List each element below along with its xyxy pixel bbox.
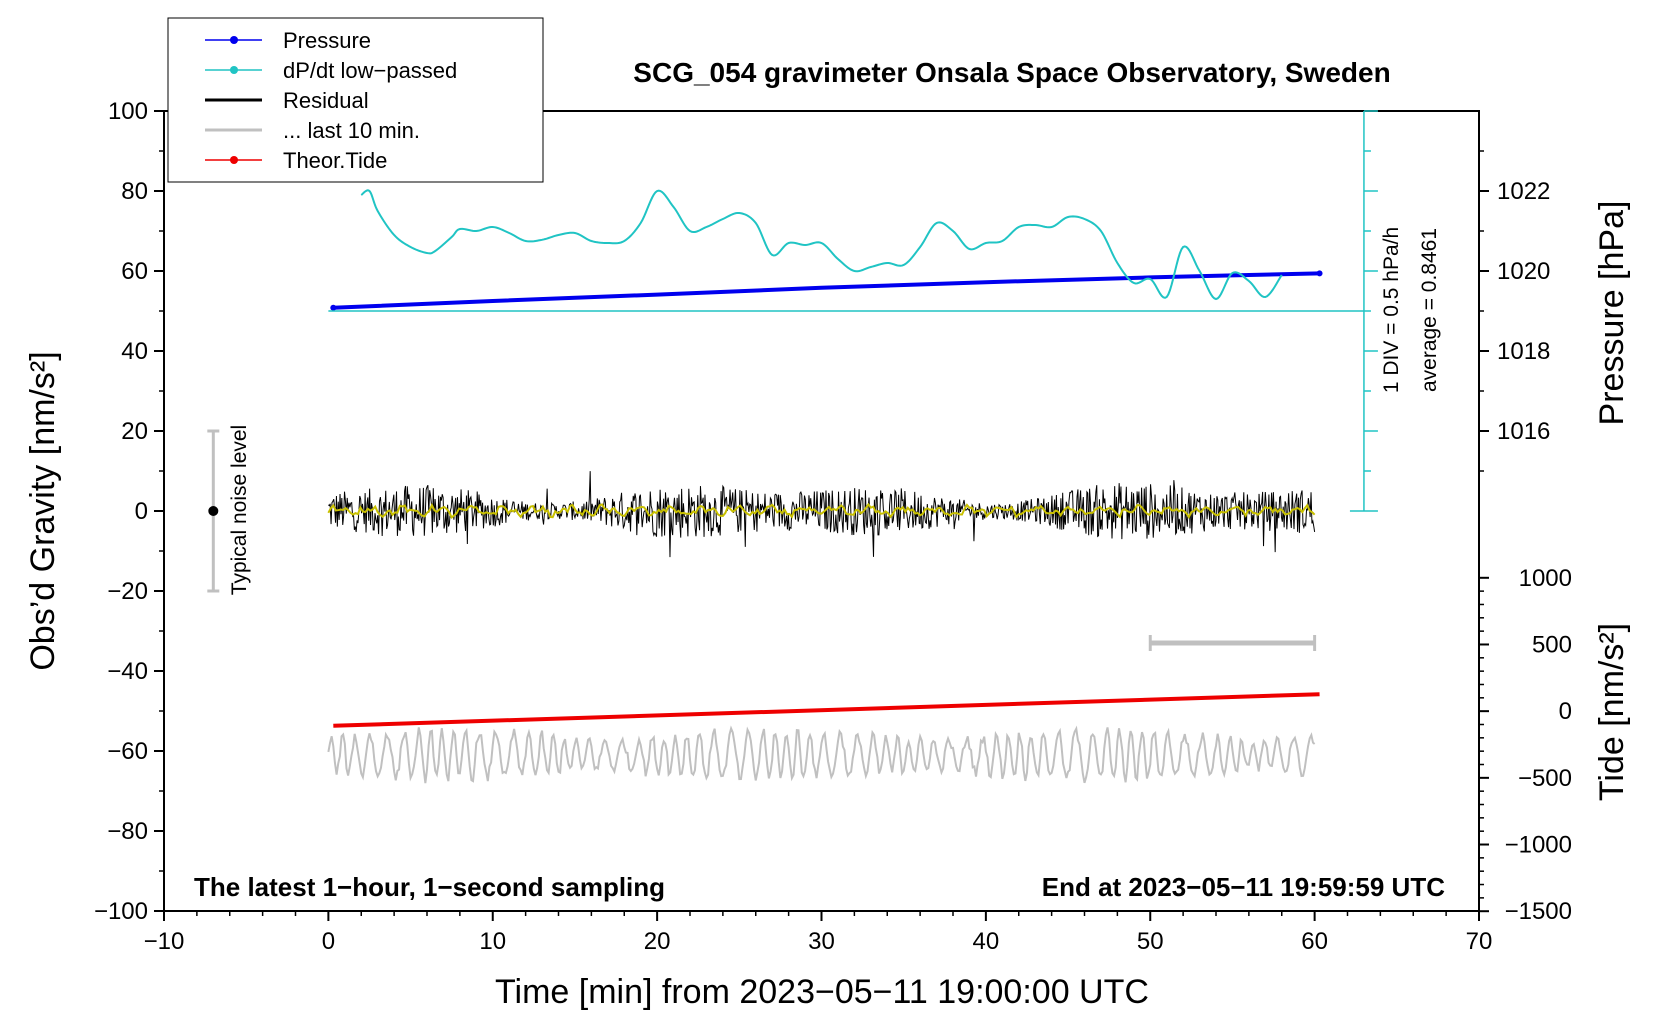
- legend-marker: [230, 36, 238, 44]
- y-tick-label: 60: [121, 258, 148, 285]
- axis-ticks: −10 0 10 20 30 40 50 60 70100806040200−20−40−60−…: [94, 98, 1572, 955]
- x-axis-title: Time [min] from 2023−05−11 19:00:00 UTC: [495, 973, 1149, 1011]
- y-axis-title-tide: Tide [nm/s²]: [1593, 623, 1631, 801]
- y-tick-label: −20: [107, 578, 148, 605]
- tide-tick-label: −500: [1518, 765, 1572, 792]
- series-pressure-line: [333, 271, 1320, 310]
- x-tick-label: 30: [808, 928, 835, 955]
- series-last10-line: [327, 725, 1316, 784]
- y-tick-label: 40: [121, 338, 148, 365]
- extras-layer: [207, 110, 1378, 651]
- tide-tick-label: 1000: [1519, 565, 1572, 592]
- y-tick-label: 80: [121, 178, 148, 205]
- annotation-scale-div: 1 DIV = 0.5 hPa/h: [1380, 227, 1403, 393]
- y-tick-label: 20: [121, 418, 148, 445]
- y-axis-title-left: Obs’d Gravity [nm/s²]: [24, 351, 62, 670]
- tide-tick-label: 500: [1532, 631, 1572, 658]
- legend-label: Theor.Tide: [283, 148, 387, 173]
- legend-label: ... last 10 min.: [283, 118, 420, 143]
- legend: Pressure dP/dt low−passed Residual ... last…: [167, 17, 544, 183]
- x-tick-label: 70: [1466, 928, 1493, 955]
- annotation-average: average = 0.8461: [1418, 228, 1441, 392]
- x-tick-label: 50: [1137, 928, 1164, 955]
- tide-tick-label: 0: [1559, 698, 1572, 725]
- x-tick-label: 60: [1301, 928, 1328, 955]
- series-layer: [327, 189, 1323, 784]
- pressure-marker: [330, 304, 337, 311]
- annotation-noise-level: Typical noise level: [228, 425, 251, 595]
- legend-label: Residual: [283, 88, 369, 113]
- y-tick-label: −60: [107, 738, 148, 765]
- x-tick-label: −10: [144, 928, 185, 955]
- series-residual-line: [328, 471, 1316, 558]
- series-residual-smoothed-line: [327, 502, 1316, 520]
- legend-label: dP/dt low−passed: [283, 58, 457, 83]
- tide-tick-label: −1000: [1505, 832, 1572, 859]
- pressure-tick-label: 1020: [1497, 258, 1550, 285]
- pressure-marker: [1316, 270, 1323, 277]
- y-tick-label: 0: [135, 498, 148, 525]
- annotation-end-time: End at 2023−05−11 19:59:59 UTC: [1042, 872, 1445, 902]
- pressure-tick-label: 1016: [1497, 418, 1550, 445]
- noise-bar-center: [208, 506, 219, 516]
- pressure-tick-label: 1018: [1497, 338, 1550, 365]
- legend-entries: Pressure dP/dt low−passed Residual ... last…: [205, 28, 457, 173]
- y-tick-label: 100: [108, 98, 148, 125]
- series-dpdt-line: [360, 189, 1283, 301]
- pressure-tick-label: 1022: [1497, 178, 1550, 205]
- legend-marker: [230, 66, 238, 74]
- y-tick-label: −100: [94, 898, 148, 925]
- y-tick-label: −40: [107, 658, 148, 685]
- x-tick-label: 20: [644, 928, 671, 955]
- y-axis-title-pressure: Pressure [hPa]: [1593, 201, 1631, 426]
- series-tide-line: [333, 692, 1320, 728]
- legend-marker: [230, 156, 238, 164]
- chart-title: SCG_054 gravimeter Onsala Space Observat…: [633, 57, 1390, 88]
- tide-tick-label: −1500: [1505, 898, 1572, 925]
- x-tick-label: 0: [322, 928, 335, 955]
- annotation-sampling: The latest 1−hour, 1−second sampling: [194, 872, 665, 902]
- x-tick-label: 10: [479, 928, 506, 955]
- y-tick-label: −80: [107, 818, 148, 845]
- legend-label: Pressure: [283, 28, 371, 53]
- x-tick-label: 40: [973, 928, 1000, 955]
